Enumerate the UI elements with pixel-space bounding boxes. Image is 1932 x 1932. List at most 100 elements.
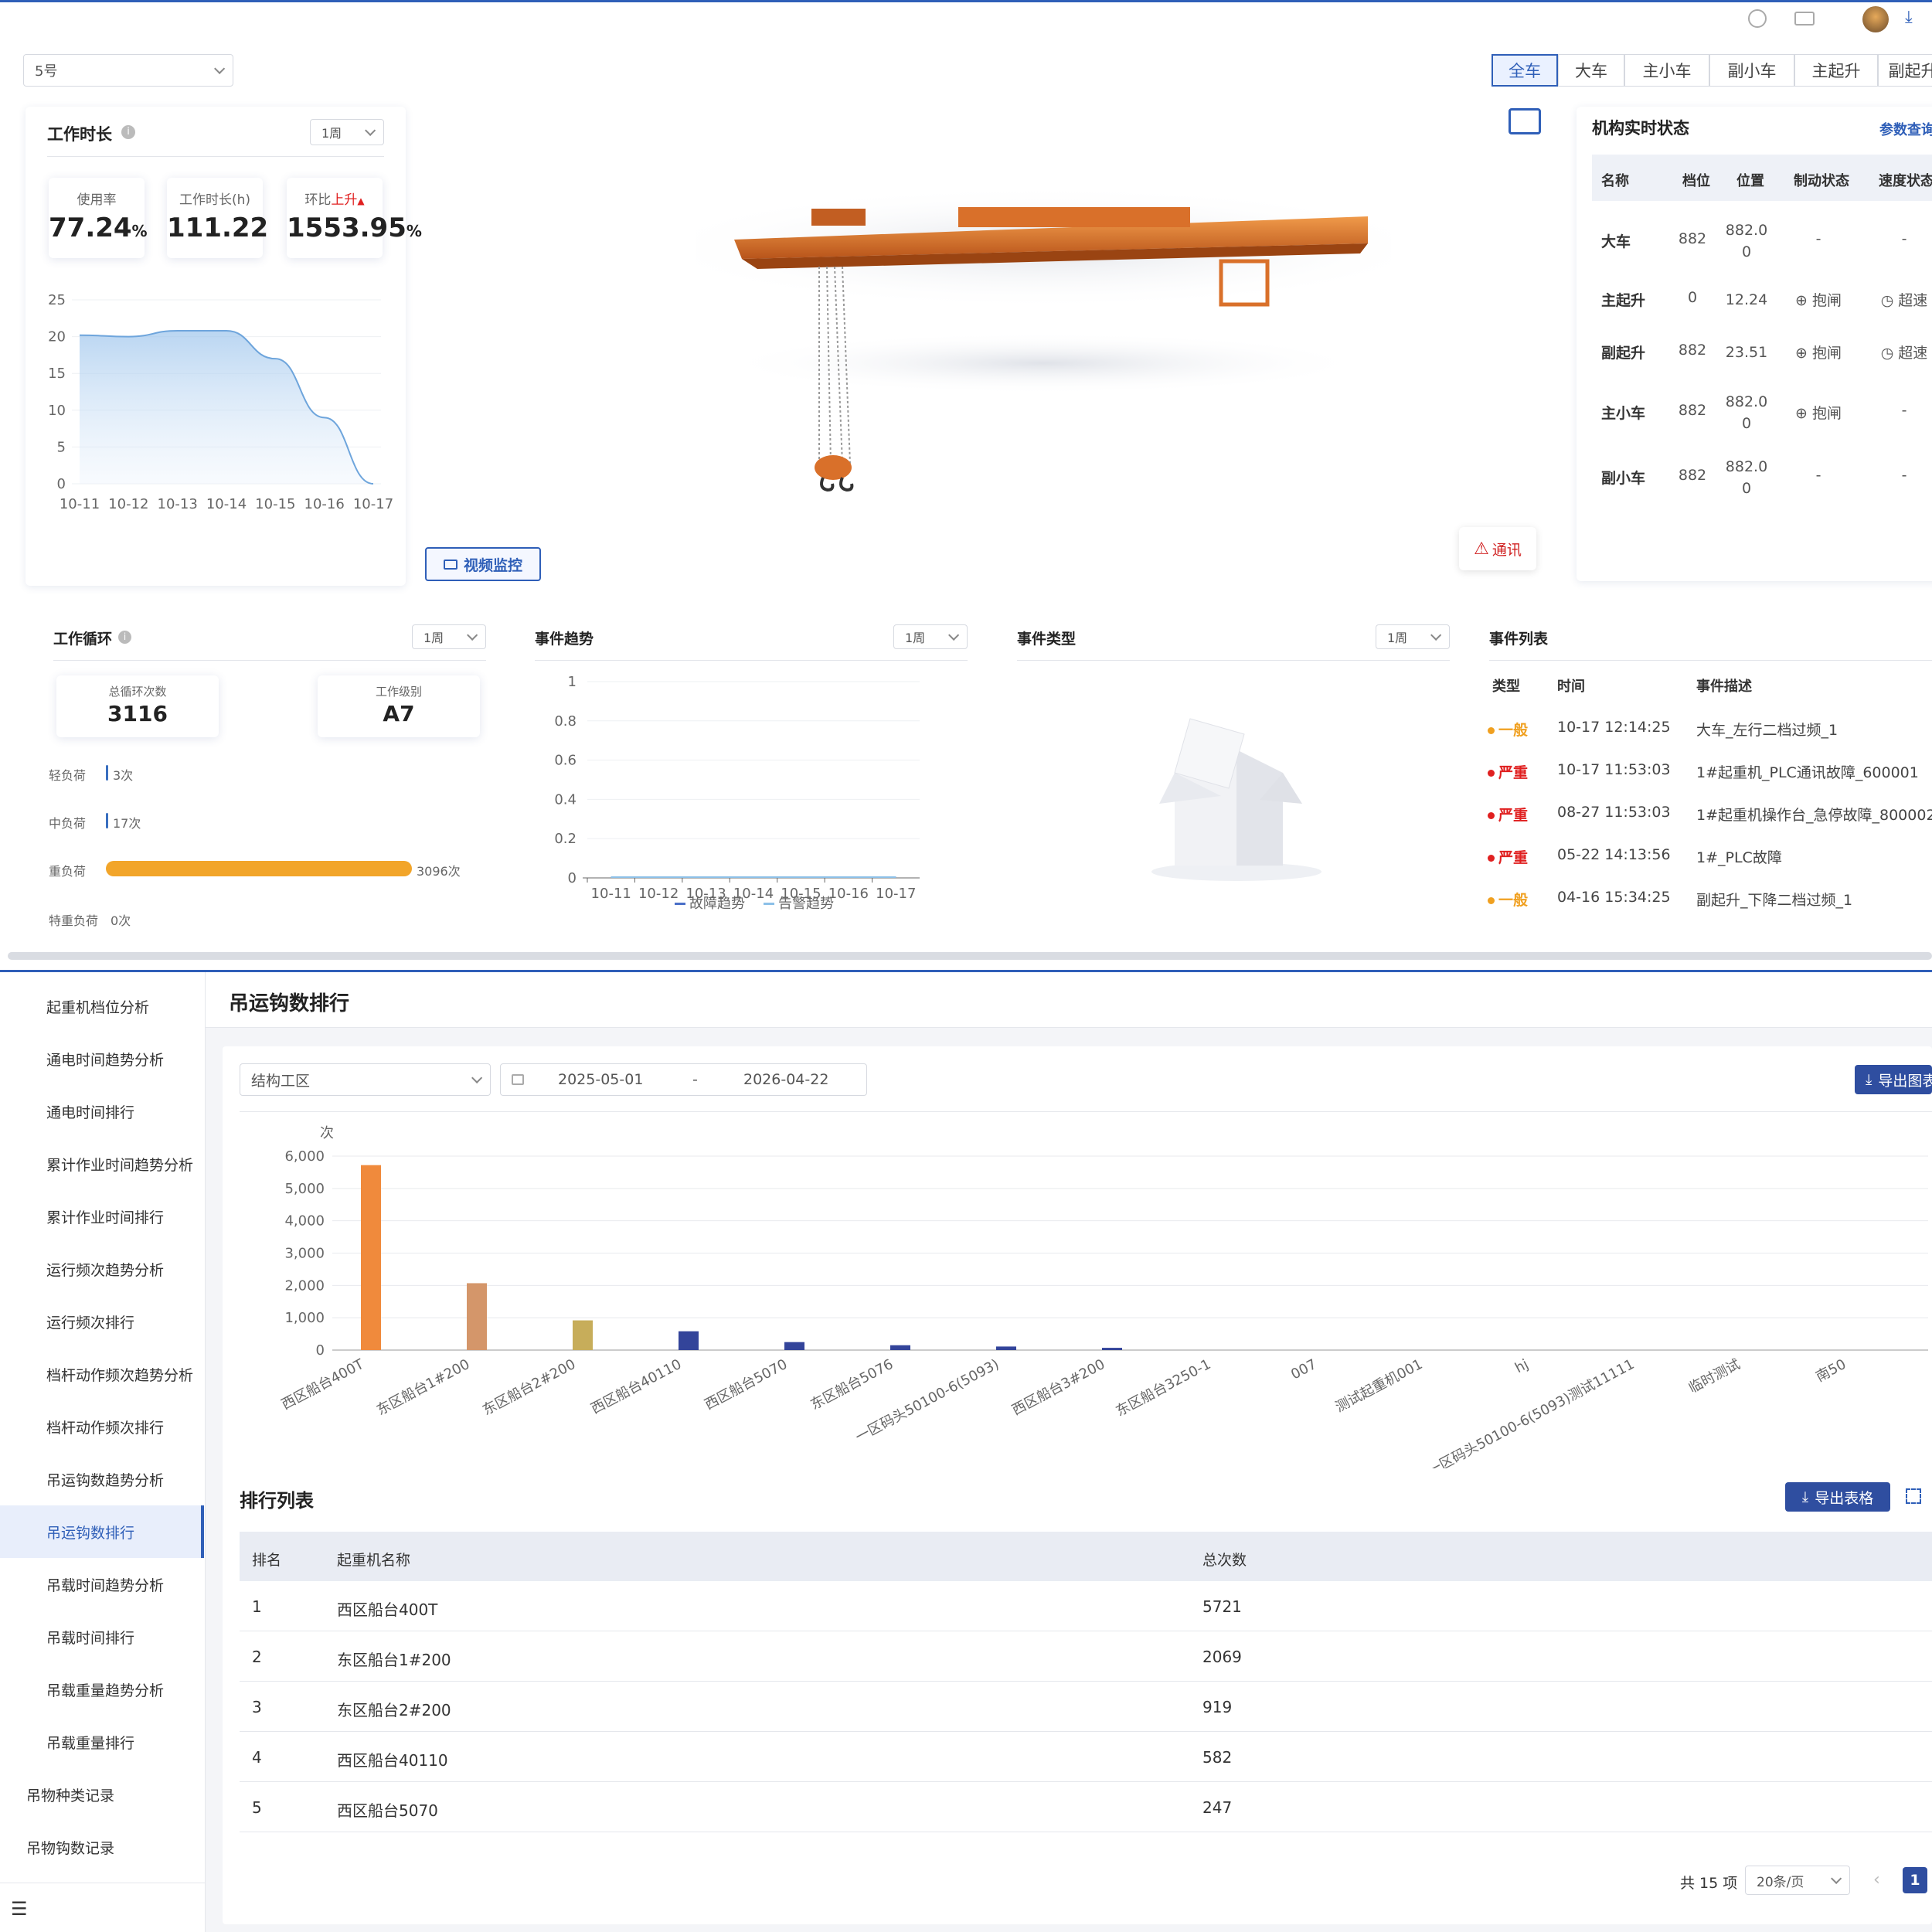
event-type-period-select[interactable]: 1周 [1376,624,1450,649]
sidebar-item-4[interactable]: 累计作业时间排行 [46,1209,165,1226]
table-header: 排名 起重机名称 总次数 [240,1532,1932,1581]
event-description[interactable]: 1#起重机_PLC通讯故障_600001 [1696,764,1919,781]
area-select-value: 结构工区 [251,1072,311,1090]
col-crane-name: 起重机名称 [337,1552,411,1569]
event-description[interactable]: 大车_左行二档过频_1 [1696,722,1838,739]
event-type: 一般 [1488,719,1528,740]
realtime-header-0: 名称 [1601,173,1629,189]
crane-select[interactable]: 5号 [23,54,233,87]
sidebar-item-9[interactable]: 吊运钩数趋势分析 [46,1471,165,1489]
realtime-header-2: 位置 [1736,173,1764,189]
x-tick-label-4: 西区船台5070 [702,1356,790,1413]
y-tick-label: 1,000 [284,1310,325,1326]
x-tick-label-9: 007 [1288,1356,1319,1383]
event-trend-chart: 0 0.2 0.4 0.6 0.8 1 10-11 10-12 10-13 10-14 10-15 1… [554,674,920,912]
series-line [79,329,374,485]
info-icon[interactable]: i [118,631,131,644]
comm-alert-badge[interactable]: ⚠ 通讯 [1459,527,1536,570]
realtime-position: 12.24 [1725,291,1768,308]
event-type-title: 事件类型 [1017,631,1077,648]
divider [1489,660,1932,661]
prev-page-icon[interactable]: ‹ [1873,1870,1880,1889]
sidebar-item-1[interactable]: 通电时间趋势分析 [46,1051,165,1069]
tab-0[interactable]: 全车 [1492,54,1558,87]
date-start[interactable]: 2025-05-01 [558,1071,644,1088]
x-tick-label-2: 东区船台2#200 [480,1356,578,1419]
page-size-select[interactable]: 20条/页 [1745,1866,1850,1895]
fullscreen-icon[interactable] [1906,1488,1921,1504]
video-monitor-button[interactable]: 视频监控 [425,547,541,581]
horizontal-scrollbar[interactable] [8,952,1932,960]
event-time: 08-27 11:53:03 [1557,804,1671,821]
event-description[interactable]: 副起升_下降二档过频_1 [1696,892,1853,909]
speed-icon[interactable] [1748,9,1767,28]
sidebar-item-5[interactable]: 运行频次趋势分析 [46,1261,165,1279]
empty-box-icon [1151,718,1321,881]
realtime-speed: ◷ 超速 [1880,292,1928,309]
event-type: 一般 [1488,889,1528,910]
work-hours-period-select[interactable]: 1周 [310,119,384,145]
tab-3[interactable]: 副小车 [1709,54,1794,87]
tab-1[interactable]: 大车 [1558,54,1624,87]
sidebar-item-3[interactable]: 累计作业时间趋势分析 [46,1156,194,1174]
sidebar-item-15[interactable]: 吊物种类记录 [26,1787,115,1804]
total-cycles-value: 3116 [107,701,168,726]
sidebar-item-12[interactable]: 吊载时间排行 [46,1629,135,1647]
sidebar-item-16[interactable]: 吊物钩数记录 [26,1839,115,1857]
cell-crane-name: 西区船台400T [337,1600,438,1619]
video-monitor-label: 视频监控 [463,556,522,574]
download-icon[interactable]: ⤓ [1905,8,1913,27]
event-header-2: 事件描述 [1696,679,1752,695]
usage-rate-label: 使用率 [77,192,117,208]
x-tick-label: 10-15 [255,496,295,512]
chevron-down-icon [948,629,960,641]
event-type-label: 一般 [1498,892,1529,909]
work-hours-label: 工作时长(h) [179,192,251,208]
realtime-position: 23.51 [1725,344,1768,361]
param-query-link[interactable]: 参数查询 [1879,122,1932,138]
sidebar-item-8[interactable]: 档杆动作频次排行 [46,1419,165,1437]
date-end[interactable]: 2026-04-22 [743,1071,829,1088]
sidebar-item-14[interactable]: 吊载重量排行 [46,1734,135,1752]
export-chart-button[interactable]: ⤓ 导出图表 [1855,1065,1932,1094]
sidebar-item-11[interactable]: 吊载时间趋势分析 [46,1577,165,1594]
realtime-position: 882.0 0 [1725,393,1768,432]
x-tick-label: 10-16 [304,496,345,512]
area-select[interactable]: 结构工区 [240,1063,491,1096]
tab-5[interactable]: 副起升 [1878,54,1932,87]
realtime-gear: 882 [1678,230,1707,247]
work-hours-period: 1周 [321,126,342,141]
work-hours-card: 工作时长(h) 111.22 [167,178,268,258]
sidebar-item-6[interactable]: 运行频次排行 [46,1314,135,1332]
current-page-button[interactable]: 1 [1903,1867,1927,1893]
sidebar-item-2[interactable]: 通电时间排行 [46,1104,135,1121]
event-trend-period-select[interactable]: 1周 [893,624,968,649]
export-table-button[interactable]: ⤓ 导出表格 [1785,1482,1890,1512]
screen-icon[interactable] [1794,12,1815,26]
sidebar-item-10[interactable]: 吊运钩数排行 [0,1505,204,1558]
event-header-0: 类型 [1492,679,1520,695]
ratio-card: 环比上升▲ 1553.95% [287,178,422,258]
chevron-down-icon [1831,1872,1842,1884]
event-description[interactable]: 1#_PLC故障 [1696,849,1782,866]
legend-swatch [764,903,774,905]
info-icon[interactable]: i [121,125,135,139]
tab-4[interactable]: 主起升 [1794,54,1878,87]
work-hours-panel: 工作时长 i 1周 使用率 77.24% 工作时长(h) 111.22 环比上升… [26,107,422,586]
tab-2[interactable]: 主小车 [1624,54,1709,87]
collapse-menu-icon[interactable]: ☰ [11,1898,28,1920]
work-cycle-period-select[interactable]: 1周 [412,624,486,649]
sidebar-item-13[interactable]: 吊载重量趋势分析 [46,1682,165,1699]
id-card-icon[interactable] [1509,108,1541,134]
cell-rank: 3 [252,1698,262,1716]
sidebar-item-7[interactable]: 档杆动作频次趋势分析 [46,1366,194,1384]
sidebar-item-0[interactable]: 起重机档位分析 [46,998,150,1016]
event-type-label: 严重 [1498,807,1529,824]
realtime-table-header-bg [1592,155,1932,201]
x-tick-label: 10-17 [876,886,916,902]
event-description[interactable]: 1#起重机操作台_急停故障_800002 [1696,807,1932,824]
user-avatar[interactable] [1862,6,1889,32]
date-range-picker[interactable]: 2025-05-01 - 2026-04-22 [500,1063,867,1096]
total-count: 共 15 项 [1680,1875,1738,1892]
event-trend-title: 事件趋势 [535,631,594,648]
